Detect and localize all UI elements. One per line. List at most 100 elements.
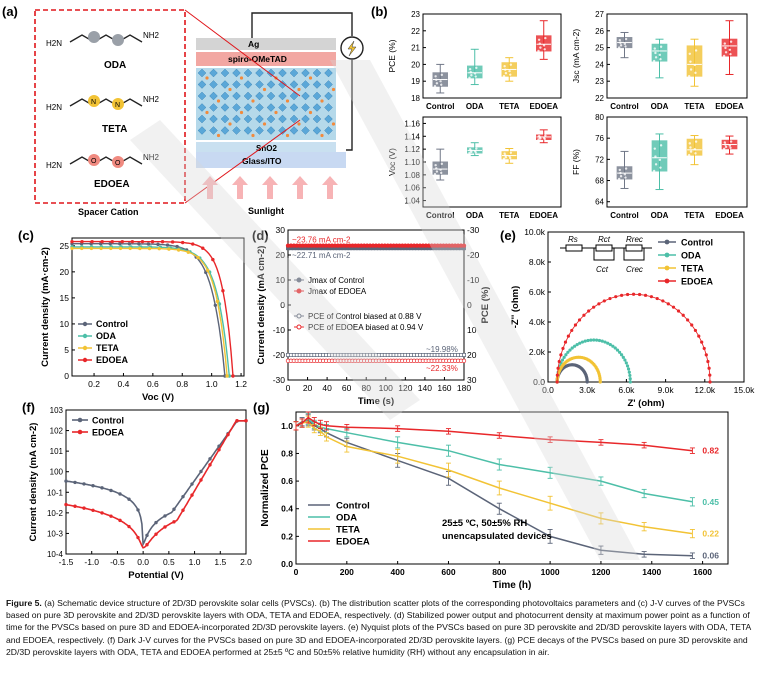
scatter-point (504, 72, 508, 75)
sunlight-label: Sunlight (248, 206, 284, 216)
scatter-point (618, 38, 621, 42)
data-point (180, 240, 185, 245)
y-tick-label: 72 (595, 155, 604, 164)
resistor-icon (595, 244, 613, 252)
data-point (165, 243, 170, 247)
scatter-point (439, 80, 442, 83)
chart-g-decay: 0 200 400 600 800 1000 1200 1400 1600 0.0 0.2 0.4 0.… (260, 411, 729, 591)
panel-label-c: (c) (18, 228, 34, 243)
perovskite-octahedron (220, 126, 230, 135)
x-tick-label: 80 (361, 383, 371, 393)
cation-dot (308, 110, 313, 115)
scatter-point (508, 69, 511, 73)
scatter-point (439, 83, 443, 86)
legend-label: EDOEA (96, 355, 129, 365)
teta-left-amine: H2N (46, 103, 62, 112)
perovskite-octahedron (266, 80, 276, 89)
x-tick-label: 100 (379, 383, 393, 393)
x-tick-label: TETA (499, 102, 520, 111)
y-axis-label-left: Current density (mA cm-2) (256, 246, 267, 365)
perovskite-lattice (197, 68, 336, 138)
decay-line (295, 417, 693, 503)
data-point (156, 242, 160, 247)
legend-label: ODA (681, 251, 702, 261)
axes-frame (606, 13, 748, 99)
y-tick-label: 27 (595, 10, 604, 19)
scatter-point (623, 42, 627, 46)
perovskite-octahedron (197, 103, 207, 112)
data-point (462, 353, 466, 357)
scatter-point (508, 156, 512, 160)
data-point (100, 239, 104, 244)
x-tick-label: 0.5 (163, 557, 175, 567)
data-point (215, 299, 220, 304)
perovskite-octahedron (232, 80, 241, 89)
x-tick-label: -1.5 (59, 557, 74, 567)
scatter-point (503, 152, 506, 155)
scatter-point (470, 74, 473, 77)
layer-ag (196, 38, 336, 50)
x-axis-label: Voc (V) (142, 392, 174, 403)
scatter-point (473, 72, 477, 75)
y-right-tick-label: -30 (467, 225, 480, 235)
edoea-atom-2 (112, 156, 124, 168)
perovskite-octahedron (220, 68, 230, 78)
chart-b-jsc: 22 23 24 25 26 27 Jsc (mA cm-2) Control ODA TETA E… (571, 10, 748, 111)
panel-label-a: (a) (2, 4, 18, 19)
scatter-point (619, 171, 622, 175)
cation-dot (239, 110, 244, 115)
x-tick-label: 0 (294, 567, 299, 577)
perovskite-octahedron (312, 114, 322, 124)
perovskite-octahedron (220, 91, 230, 101)
legend-label: ODA (336, 513, 357, 524)
data-point (118, 242, 122, 246)
scatter-point (689, 68, 693, 71)
lightning-icon (347, 40, 357, 57)
legend-label: PCE of EDOEA biased at 0.94 V (308, 323, 424, 332)
edoea-molecule (69, 156, 143, 165)
y-tick-label: 0.2 (281, 531, 293, 541)
sunlight-arrows (202, 176, 338, 199)
perovskite-octahedron (209, 80, 218, 89)
x-tick-label: 120 (398, 383, 412, 393)
y-tick-label: 22 (595, 94, 604, 103)
teta-right-amine: NH2 (143, 95, 160, 104)
panel-label-f: (f) (22, 400, 35, 415)
scatter-point (723, 42, 726, 45)
perovskite-octahedron (278, 126, 287, 135)
x-tick-label: 140 (418, 383, 432, 393)
scatter-point (728, 48, 732, 51)
scatter-point (509, 151, 513, 154)
y-tick-label: 1.16 (404, 119, 420, 128)
data-point (89, 246, 94, 251)
perovskite-octahedron (255, 103, 264, 112)
circuit-wire-2 (346, 60, 353, 151)
data-point (127, 242, 132, 246)
scatter-point (503, 65, 506, 68)
x-tick-label: 0.4 (118, 379, 130, 389)
perovskite-octahedron (324, 80, 333, 89)
y-tick-label: 25 (595, 44, 604, 53)
scatter-point (542, 44, 546, 47)
x-tick-label: ODA (651, 211, 669, 220)
x-tick-label: 1.0 (206, 379, 218, 389)
scatter-point (502, 74, 506, 78)
cation-dot (308, 76, 313, 80)
layer-ag-label: Ag (248, 39, 259, 49)
y-tick-label: 0.0 (533, 377, 545, 387)
data-point (461, 243, 467, 248)
scatter-point (724, 46, 727, 50)
teta-label: TETA (102, 124, 127, 135)
y-tick-label: 20 (276, 250, 286, 260)
data-point (225, 374, 229, 378)
perovskite-octahedron (243, 126, 253, 135)
x-tick-label: 0.0 (542, 385, 554, 395)
legend-label: Control (336, 501, 370, 512)
legend-label: Control (96, 319, 128, 329)
scatter-point (722, 54, 726, 58)
cation-dot (216, 99, 221, 103)
oda-left-amine: H2N (46, 39, 62, 48)
perovskite-layer (196, 68, 336, 140)
scatter-point (544, 36, 547, 40)
scatter-point (619, 41, 622, 44)
